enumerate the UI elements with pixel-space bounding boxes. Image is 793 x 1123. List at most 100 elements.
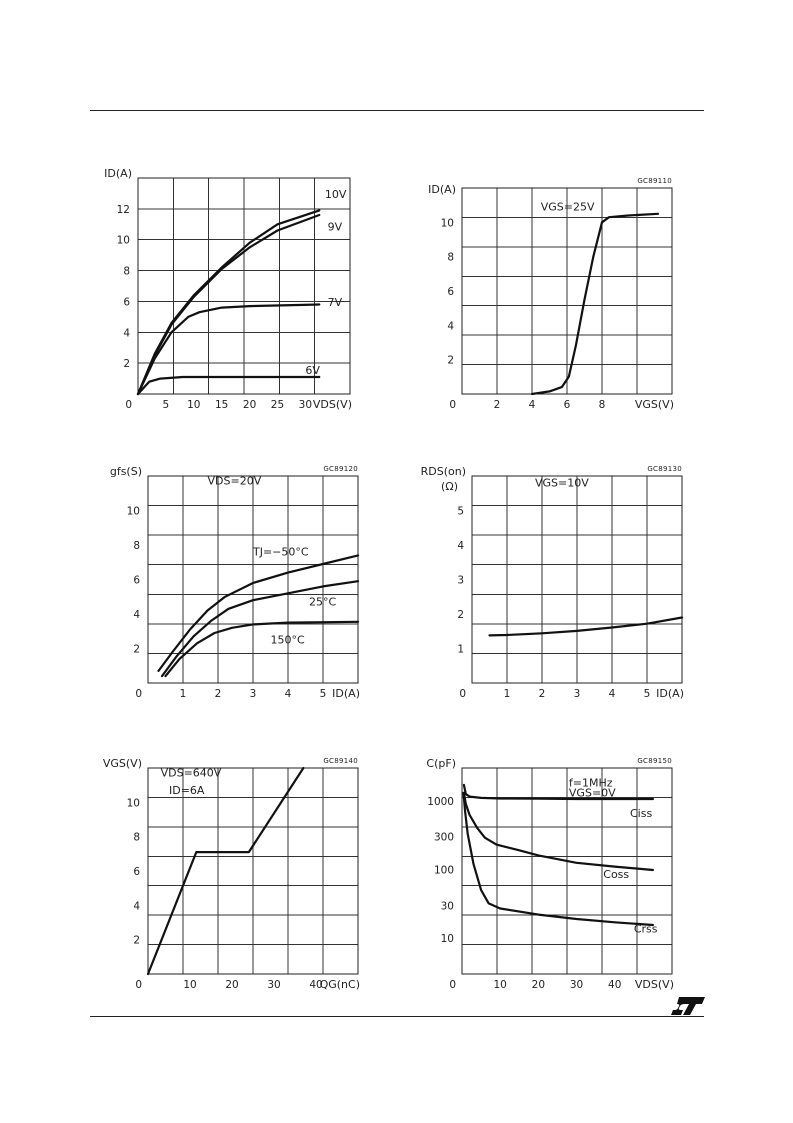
header-rule [90, 110, 704, 111]
x-tick-label: 4 [285, 688, 292, 700]
plot-frame [147, 767, 359, 975]
x-tick-label: 10 [187, 399, 200, 411]
y-tick-label: 10 [117, 235, 130, 247]
x-tick-label: 1 [180, 688, 187, 700]
x-tick-label: 0 [449, 979, 456, 991]
y-tick-label: 10 [127, 506, 140, 518]
series-label: 10V [325, 188, 347, 201]
x-tick-label: 40 [309, 979, 322, 991]
x-axis-label: VDS(V) [313, 398, 352, 411]
x-tick-label: 0 [135, 979, 142, 991]
chart-output: 2 4 6 8 10 12 0 5 10 15 20 25 30 ID(A) VDS(V) 10V 9V 7V 6V [104, 167, 352, 411]
plot-frame [461, 187, 673, 395]
chart-annotation: ID=6A [169, 784, 205, 797]
series-line [164, 620, 360, 678]
y-axis-label: ID(A) [428, 183, 456, 196]
series-line [530, 212, 660, 396]
chart-annotation: VGS=0V [569, 787, 616, 800]
series-line [462, 783, 654, 801]
x-tick-label: 10 [493, 979, 506, 991]
y-axis-label: gfs(S) [110, 465, 142, 478]
x-axis-label: VDS(V) [635, 978, 674, 991]
series-label: 9V [328, 220, 343, 233]
x-tick-label: 8 [599, 399, 606, 411]
series-line [462, 791, 654, 927]
y-tick-label: 3 [457, 575, 464, 587]
chart-gate_charge: GC89140 2 4 6 8 10 0 10 20 30 40 VGS(V) QG(nC) VDS=64… [103, 757, 360, 991]
y-tick-label: 10 [441, 933, 454, 945]
x-tick-label: 2 [494, 399, 501, 411]
x-tick-label: 0 [125, 399, 132, 411]
chart-rdson: GC89130 1 2 3 4 5 0 1 2 3 4 5 RDS(on) (Ω) ID(A) VGS=10V [421, 465, 684, 700]
y-tick-label: 12 [117, 204, 130, 216]
x-tick-label: 20 [243, 399, 256, 411]
y-tick-label: 4 [133, 609, 140, 621]
y-tick-label: 8 [123, 266, 130, 278]
figure-code: GC89140 [323, 757, 358, 765]
x-tick-label: 4 [529, 399, 536, 411]
footer-rule [90, 1016, 704, 1017]
y-axis-unit: (Ω) [441, 480, 458, 493]
x-tick-label: 40 [608, 979, 621, 991]
y-tick-label: 8 [133, 540, 140, 552]
x-tick-label: 4 [609, 688, 616, 700]
plot-frame [471, 475, 683, 684]
figure-code: GC89150 [637, 757, 672, 765]
y-axis-label: RDS(on) [421, 465, 466, 478]
y-tick-label: 30 [441, 900, 454, 912]
y-axis-label: VGS(V) [103, 757, 142, 770]
x-tick-label: 0 [459, 688, 466, 700]
y-tick-label: 100 [434, 864, 454, 876]
chart-annotation: f=1MHz [569, 777, 613, 790]
y-tick-label: 2 [457, 609, 464, 621]
series-label: 7V [328, 296, 343, 309]
x-tick-label: 2 [215, 688, 222, 700]
y-tick-label: 2 [123, 358, 130, 370]
chart-transfer: GC89110 2 4 6 8 10 0 2 4 6 8 ID(A) VGS(V) VGS=25V [428, 177, 674, 411]
series-line [146, 766, 305, 976]
x-tick-label: 20 [225, 979, 238, 991]
plot-frame [137, 177, 351, 395]
x-tick-label: 0 [449, 399, 456, 411]
chart-capacitance: GC89150 10 30 100 300 1000 0 10 20 30 40 C(pF) VDS(V… [426, 757, 674, 991]
x-tick-label: 5 [163, 399, 170, 411]
series-label: TJ=−50°C [252, 545, 309, 558]
x-axis-label: QG(nC) [320, 978, 360, 991]
series-label: Coss [603, 868, 629, 881]
x-tick-label: 10 [183, 979, 196, 991]
figure-code: GC89120 [323, 465, 358, 473]
x-tick-label: 3 [250, 688, 257, 700]
y-tick-label: 2 [133, 644, 140, 656]
plot-frame [461, 767, 673, 975]
y-tick-label: 8 [133, 832, 140, 844]
x-tick-label: 15 [215, 399, 228, 411]
st-logo-icon [671, 997, 705, 1015]
y-tick-label: 2 [447, 355, 454, 367]
x-tick-label: 2 [539, 688, 546, 700]
y-tick-label: 1000 [427, 796, 454, 808]
x-tick-label: 30 [570, 979, 583, 991]
y-tick-label: 8 [447, 252, 454, 264]
chart-annotation: VGS=25V [541, 200, 595, 213]
x-tick-label: 20 [532, 979, 545, 991]
y-tick-label: 4 [457, 540, 464, 552]
y-tick-label: 10 [127, 797, 140, 809]
chart-annotation: VDS=20V [208, 475, 262, 488]
x-tick-label: 25 [271, 399, 284, 411]
series-line [488, 616, 684, 637]
x-axis-label: ID(A) [332, 687, 360, 700]
series-line [136, 375, 321, 396]
x-tick-label: 0 [135, 688, 142, 700]
series-line [136, 213, 321, 396]
y-tick-label: 4 [133, 900, 140, 912]
grid-lines [462, 188, 672, 394]
series-label: 150°C [271, 633, 305, 646]
x-tick-label: 5 [644, 688, 651, 700]
series-line [136, 303, 321, 396]
x-tick-label: 30 [267, 979, 280, 991]
y-axis-label: C(pF) [426, 757, 456, 770]
y-tick-label: 4 [123, 327, 130, 339]
x-tick-label: 6 [564, 399, 571, 411]
y-tick-label: 6 [447, 286, 454, 298]
